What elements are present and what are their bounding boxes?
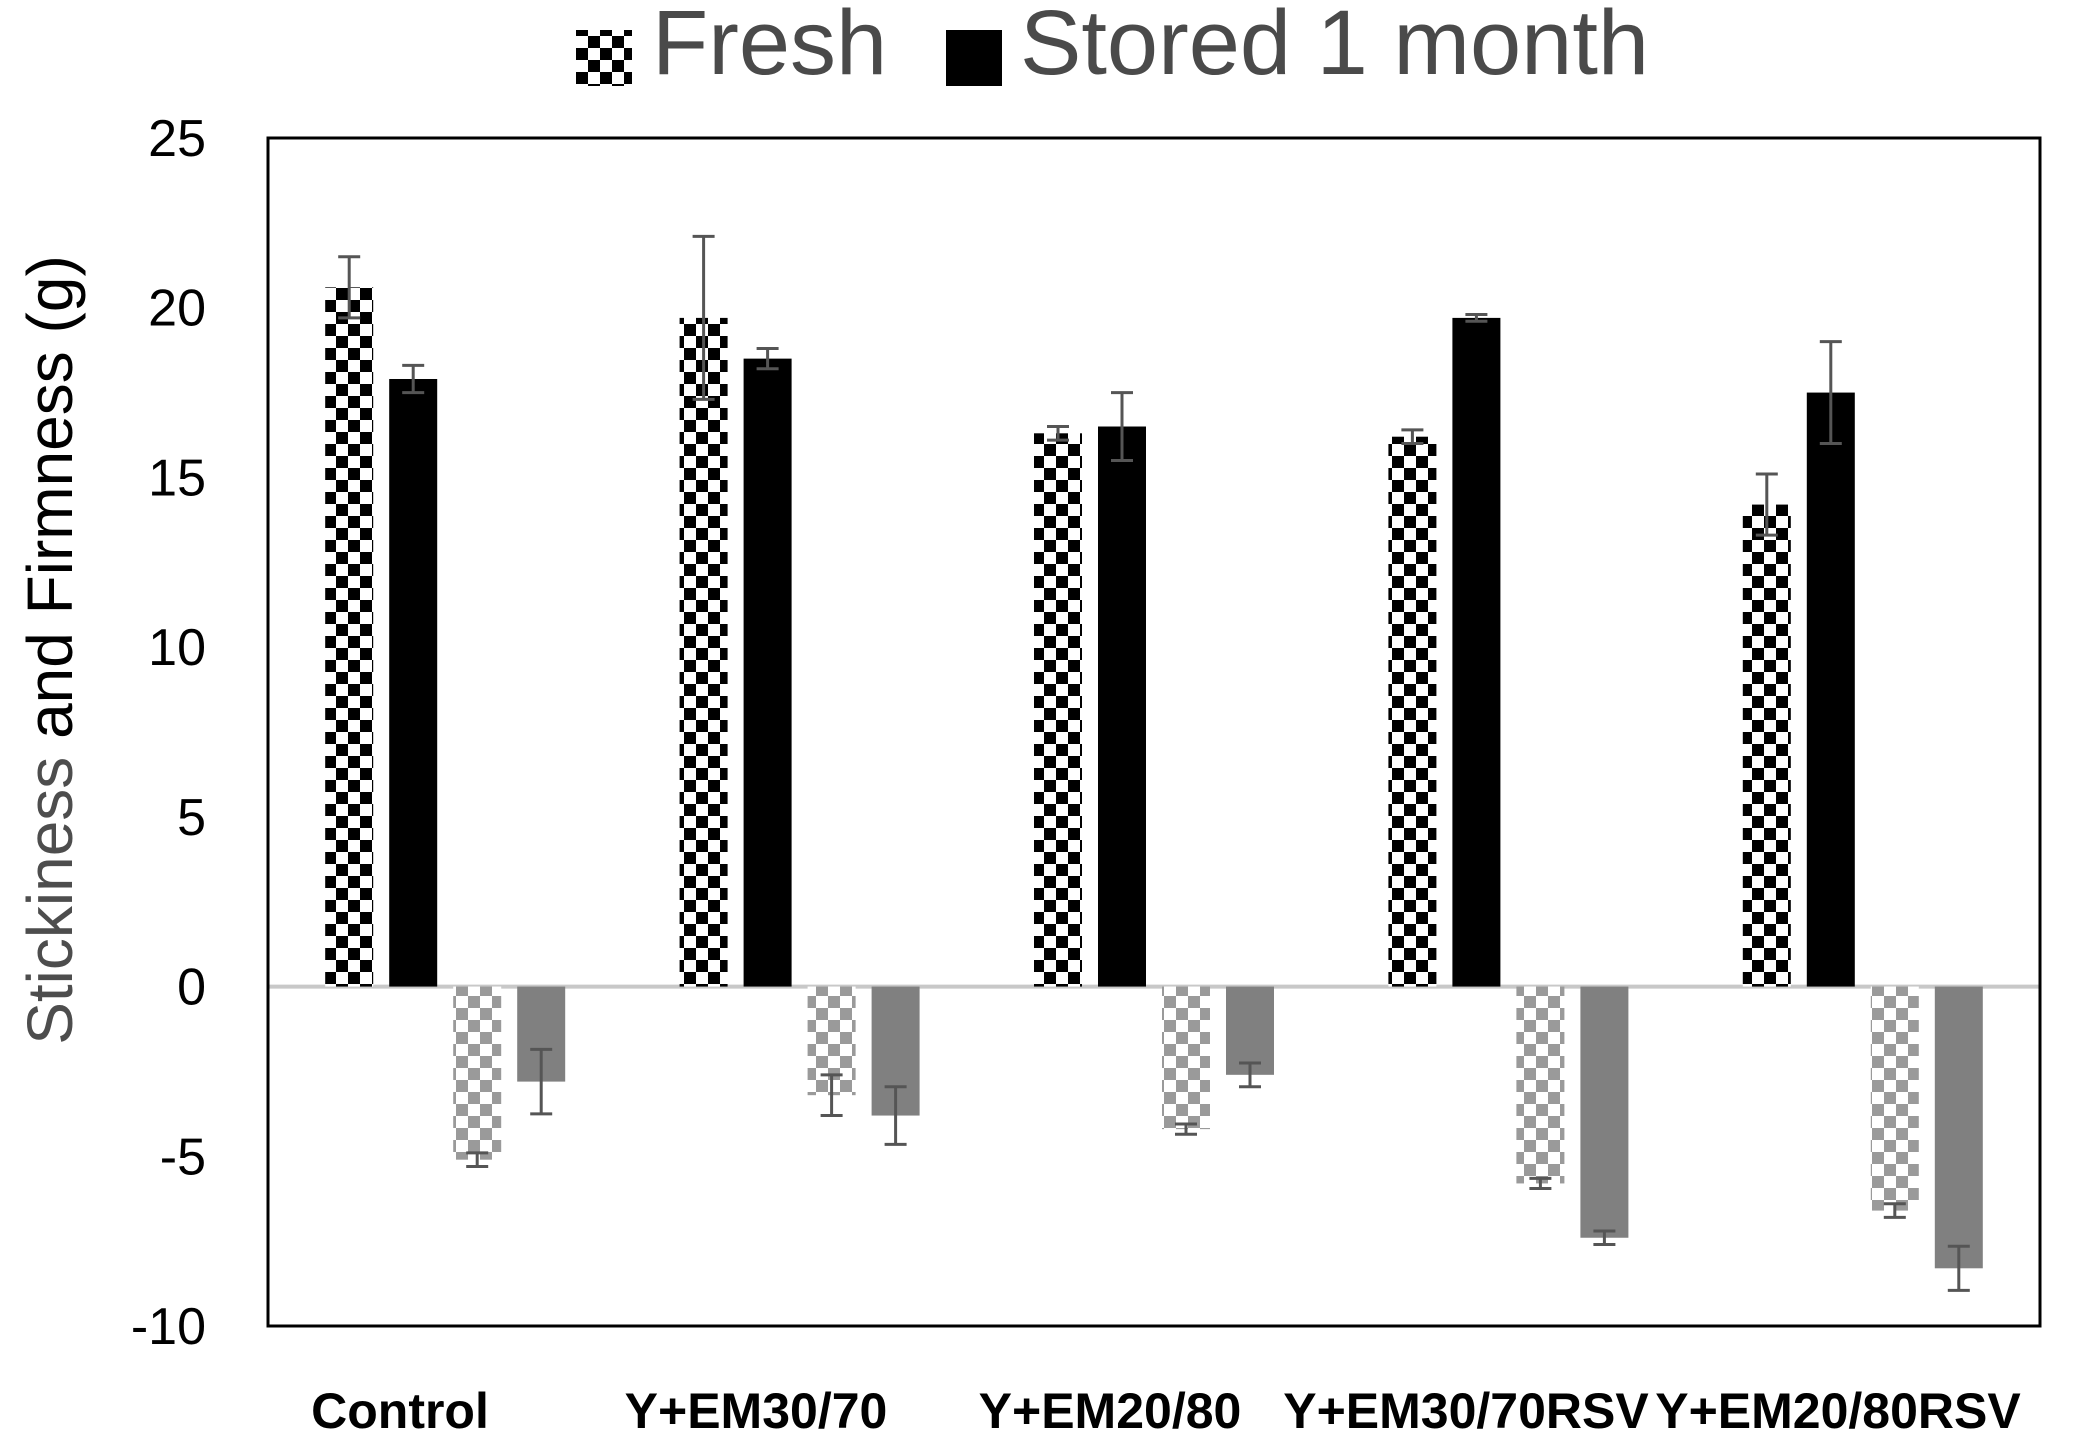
legend: Fresh Stored 1 month <box>576 0 1649 94</box>
bar-firmness-fresh-3 <box>1388 436 1437 987</box>
x-tick-label: Y+EM20/80 <box>979 1383 1242 1439</box>
y-axis-label-part-2: and Firmness (g) <box>14 255 86 756</box>
error-bars <box>338 234 1970 1292</box>
legend-swatch-fresh <box>576 30 632 86</box>
bar-firmness-stored-0 <box>389 378 438 987</box>
bar-firmness-fresh-2 <box>1034 433 1082 987</box>
y-tick-label: 5 <box>177 789 206 847</box>
bar-firmness-stored-4 <box>1806 392 1855 987</box>
y-tick-label: 10 <box>148 619 206 677</box>
y-tick-label: 0 <box>177 959 206 1017</box>
error-bar-firmness-stored-1 <box>756 346 779 371</box>
y-tick-labels: 25 20 15 10 5 0 -5 -10 <box>131 110 206 1356</box>
bar-firmness-stored-1 <box>743 358 792 987</box>
bar-stickiness-stored-4 <box>1934 986 1983 1269</box>
error-bar-stickiness-stored-3 <box>1593 1229 1616 1247</box>
y-tick-label: 20 <box>148 280 206 338</box>
error-bar-firmness-fresh-2 <box>1047 425 1069 442</box>
bar-firmness-fresh-1 <box>679 317 728 987</box>
x-tick-label: Control <box>311 1383 489 1439</box>
error-bar-firmness-stored-2 <box>1111 391 1133 462</box>
error-bar-stickiness-fresh-1 <box>820 1073 843 1118</box>
error-bar-stickiness-stored-0 <box>530 1047 553 1116</box>
bar-firmness-fresh-4 <box>1742 504 1791 987</box>
bar-stickiness-fresh-0 <box>453 986 502 1160</box>
y-axis-label-part-1: Stickiness <box>14 757 86 1045</box>
bar-stickiness-fresh-4 <box>1870 986 1919 1211</box>
error-bar-stickiness-stored-4 <box>1947 1244 1970 1292</box>
y-tick-label: 15 <box>148 449 206 507</box>
error-bar-stickiness-fresh-0 <box>466 1151 489 1168</box>
bar-firmness-fresh-0 <box>325 287 374 987</box>
error-bar-firmness-fresh-4 <box>1755 472 1778 537</box>
error-bar-firmness-fresh-3 <box>1401 428 1424 445</box>
legend-label-stored: Stored 1 month <box>1020 0 1649 94</box>
legend-swatch-stored <box>946 30 1002 86</box>
bar-stickiness-stored-2 <box>1226 986 1274 1075</box>
bars <box>325 287 1983 1269</box>
plot-area-frame <box>266 136 2042 1328</box>
error-bar-stickiness-stored-2 <box>1239 1061 1261 1089</box>
x-tick-labels: Control Y+EM30/70 Y+EM20/80 Y+EM30/70RSV Y+E… <box>311 1383 2021 1439</box>
bar-stickiness-fresh-3 <box>1516 986 1565 1184</box>
error-bar-firmness-stored-3 <box>1465 313 1488 323</box>
error-bar-stickiness-stored-1 <box>884 1085 907 1146</box>
error-bar-firmness-stored-4 <box>1819 340 1842 445</box>
y-tick-label: -10 <box>131 1298 206 1356</box>
error-bar-stickiness-fresh-4 <box>1883 1202 1906 1219</box>
error-bar-stickiness-fresh-3 <box>1529 1176 1552 1191</box>
x-tick-label: Y+EM30/70RSV <box>1283 1383 1649 1439</box>
error-bar-firmness-stored-0 <box>402 363 425 395</box>
x-tick-label: Y+EM30/70 <box>625 1383 888 1439</box>
x-tick-label: Y+EM20/80RSV <box>1655 1383 2021 1439</box>
bar-stickiness-stored-3 <box>1580 986 1629 1238</box>
error-bar-firmness-fresh-0 <box>338 255 361 320</box>
error-bar-firmness-fresh-1 <box>692 234 715 401</box>
bar-firmness-stored-3 <box>1452 317 1501 987</box>
error-bar-stickiness-fresh-2 <box>1175 1122 1197 1136</box>
bar-firmness-stored-2 <box>1098 426 1146 987</box>
bar-stickiness-fresh-2 <box>1162 986 1210 1130</box>
y-tick-label: -5 <box>160 1128 206 1186</box>
y-axis-label: Stickiness and Firmness (g) <box>14 255 86 1045</box>
legend-label-fresh: Fresh <box>652 0 887 94</box>
y-tick-label: 25 <box>148 110 206 168</box>
